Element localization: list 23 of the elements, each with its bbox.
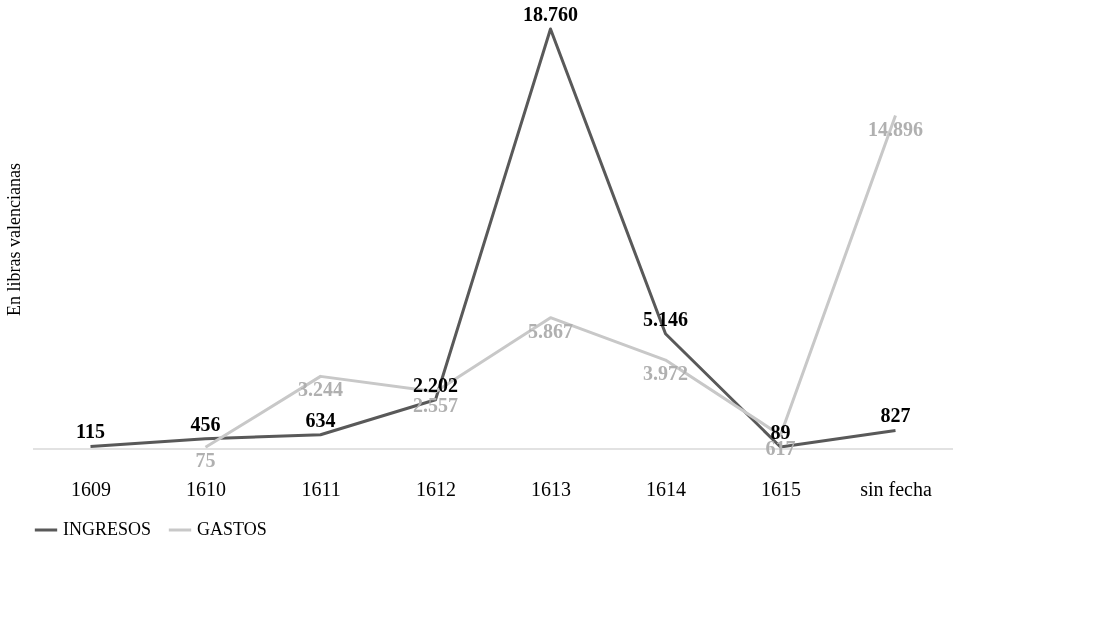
- x-tick-label: 1610: [186, 477, 226, 500]
- y-axis-title: En libras valencianas: [3, 163, 24, 316]
- legend-label: GASTOS: [197, 519, 267, 539]
- data-label: 3.972: [643, 362, 688, 385]
- x-tick-label: sin fecha: [860, 477, 932, 500]
- data-label: 2.202: [413, 373, 458, 396]
- x-tick-label: 1612: [416, 477, 456, 500]
- data-label: 456: [190, 412, 221, 435]
- data-label: 634: [305, 408, 336, 431]
- x-tick-label: 1611: [301, 477, 341, 500]
- x-tick-label: 1614: [646, 477, 686, 500]
- data-label: 5.867: [528, 319, 573, 342]
- x-tick-label: 1609: [71, 477, 111, 500]
- data-label: 115: [76, 420, 105, 443]
- data-label: 75: [195, 449, 216, 472]
- data-label: 2.557: [413, 393, 458, 416]
- data-label: 14.896: [868, 117, 923, 140]
- x-tick-label: 1615: [761, 477, 801, 500]
- data-label: 827: [880, 404, 911, 427]
- x-tick-label: 1613: [531, 477, 571, 500]
- data-label: 18.760: [523, 3, 578, 25]
- legend-label: INGRESOS: [63, 519, 152, 539]
- data-label: 3.244: [298, 378, 343, 401]
